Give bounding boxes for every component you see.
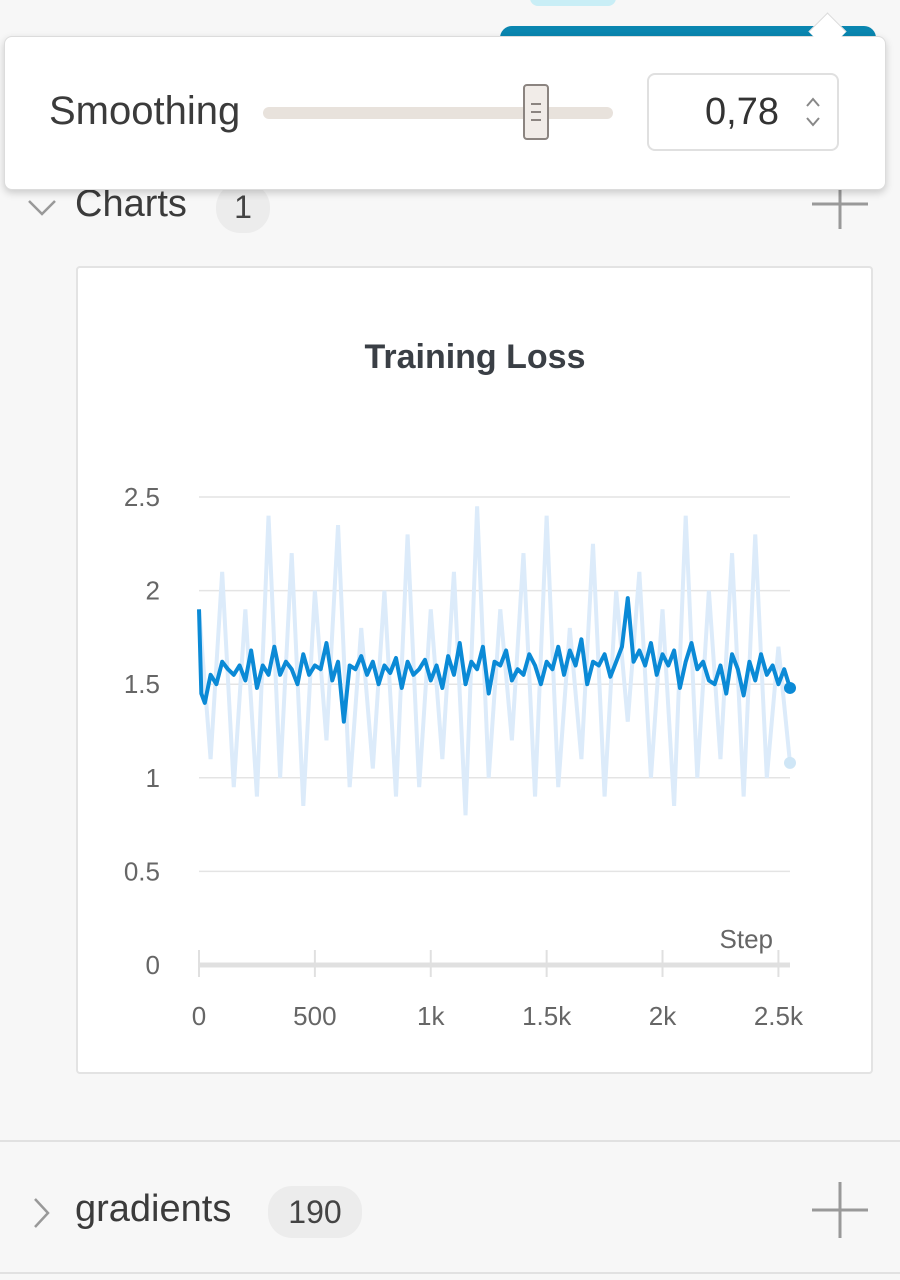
section-header-gradients[interactable]: gradients 190 xyxy=(0,1180,900,1250)
smoothing-value-input[interactable]: 0,78 xyxy=(647,73,839,151)
x-tick-label: 1.5k xyxy=(522,1001,572,1031)
section-divider xyxy=(0,1272,900,1274)
count-badge-gradients: 190 xyxy=(268,1186,362,1238)
y-tick-label: 0.5 xyxy=(124,856,160,886)
count-badge-charts: 1 xyxy=(216,183,270,233)
chart-title: Training Loss xyxy=(364,338,586,376)
x-tick-label: 1k xyxy=(417,1001,445,1031)
smoothing-popover: Smoothing 0,78 xyxy=(4,36,886,190)
training-loss-chart[interactable]: 0 0.5 1 1.5 2 2.5 0 500 1k 1.5k 2k 2.5k Step xyxy=(0,0,900,1100)
raw-loss-endpoint xyxy=(784,756,796,769)
spinner-arrows-icon[interactable] xyxy=(805,95,821,129)
chevron-right-icon[interactable] xyxy=(30,1196,54,1230)
y-tick-label: 1 xyxy=(146,763,160,793)
smoothing-label: Smoothing xyxy=(49,89,241,133)
section-divider xyxy=(0,1140,900,1142)
add-panel-icon[interactable] xyxy=(810,1180,870,1240)
section-title-charts: Charts xyxy=(75,183,187,225)
chevron-down-icon[interactable] xyxy=(26,196,58,220)
smoothing-slider-thumb[interactable] xyxy=(523,84,549,140)
x-axis-label: Step xyxy=(720,924,774,954)
chart-panel[interactable] xyxy=(76,266,873,1074)
smoothed-loss-endpoint xyxy=(784,681,796,694)
smoothing-slider-track[interactable] xyxy=(263,107,613,119)
x-tick-label: 2k xyxy=(649,1001,677,1031)
x-tick-label: 2.5k xyxy=(754,1001,804,1031)
top-partial-pill xyxy=(530,0,616,6)
y-tick-label: 1.5 xyxy=(124,669,160,699)
x-tick-label: 0 xyxy=(192,1001,206,1031)
smoothing-value: 0,78 xyxy=(705,91,779,133)
smoothed-loss-line xyxy=(197,596,792,724)
y-tick-label: 0 xyxy=(146,950,160,980)
y-tick-label: 2.5 xyxy=(124,482,160,512)
y-tick-label: 2 xyxy=(146,576,160,606)
section-title-gradients: gradients xyxy=(75,1188,232,1230)
section-header-charts[interactable]: Charts 1 xyxy=(0,179,900,240)
x-tick-label: 500 xyxy=(293,1001,336,1031)
